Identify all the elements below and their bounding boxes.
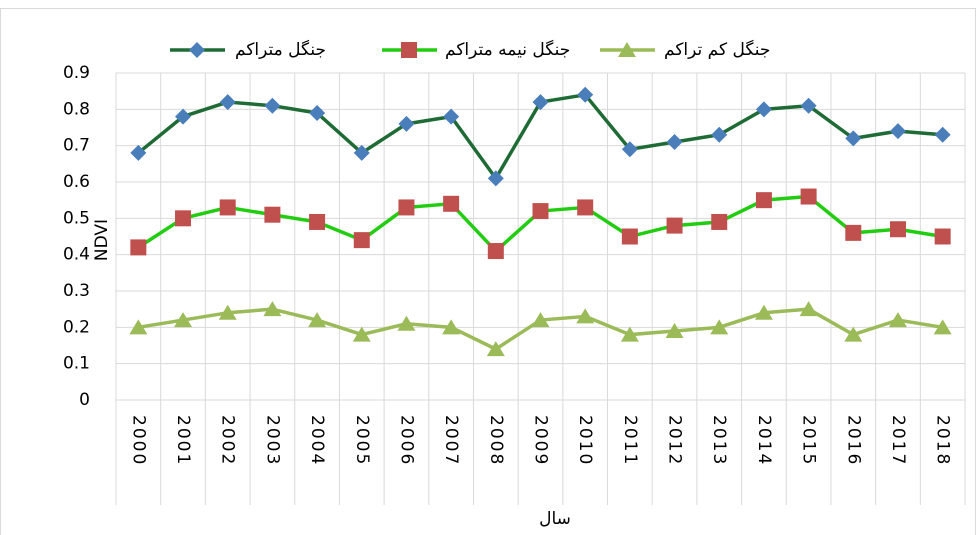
marker-diamond	[800, 97, 817, 114]
marker-diamond	[264, 97, 281, 114]
x-tick-label: 2017	[888, 415, 908, 466]
marker-diamond	[621, 141, 638, 158]
marker-square	[264, 206, 281, 223]
marker-diamond	[889, 123, 906, 140]
legend-label: جنگل نیمه متراکم	[445, 39, 570, 60]
marker-square	[934, 228, 951, 245]
marker-square	[666, 217, 683, 234]
marker-triangle	[933, 319, 952, 335]
x-tick-label: 2012	[665, 415, 685, 466]
x-tick-label: 2007	[441, 415, 461, 466]
marker-diamond	[130, 144, 147, 161]
marker-square	[443, 195, 460, 212]
marker-triangle	[531, 312, 550, 328]
x-tick-label: 2008	[486, 415, 506, 466]
marker-diamond	[353, 144, 370, 161]
y-tick-label: 0.5	[63, 208, 90, 228]
y-axis-label: NDVI	[92, 219, 112, 261]
marker-diamond	[309, 104, 326, 121]
x-tick-label: 2011	[620, 415, 640, 466]
marker-square	[532, 203, 549, 220]
x-tick-label: 2013	[709, 415, 729, 466]
marker-square	[353, 232, 370, 249]
legend-label: جنگل کم تراکم	[664, 39, 770, 60]
marker-diamond	[189, 42, 205, 58]
marker-square	[398, 199, 415, 216]
marker-triangle	[174, 312, 193, 328]
x-tick-label: 2009	[531, 415, 551, 466]
x-tick-label: 2002	[218, 415, 238, 466]
x-tick-label: 2006	[396, 415, 416, 466]
x-tick-label: 2016	[843, 415, 863, 466]
x-tick-label: 2005	[352, 415, 372, 466]
marker-diamond	[398, 115, 415, 132]
legend-label: جنگل متراکم	[235, 39, 326, 60]
x-tick-label: 2014	[754, 415, 774, 466]
y-tick-label: 0.1	[63, 354, 90, 374]
marker-triangle	[799, 301, 818, 317]
marker-square	[130, 239, 147, 256]
marker-square	[175, 210, 192, 227]
marker-diamond	[577, 86, 594, 103]
y-tick-label: 0.9	[63, 63, 90, 83]
marker-triangle	[665, 322, 684, 338]
marker-triangle	[442, 319, 461, 335]
marker-triangle	[618, 42, 636, 57]
marker-square	[621, 228, 638, 245]
x-tick-label: 2000	[128, 415, 148, 466]
marker-diamond	[666, 134, 683, 151]
x-tick-label: 2004	[307, 415, 327, 466]
y-tick-label: 0	[79, 390, 90, 410]
marker-triangle	[754, 304, 773, 320]
marker-diamond	[711, 126, 728, 143]
marker-triangle	[486, 341, 505, 357]
marker-triangle	[576, 308, 595, 324]
marker-square	[487, 243, 504, 260]
y-tick-label: 0.2	[63, 317, 90, 337]
marker-diamond	[219, 94, 236, 111]
marker-triangle	[352, 326, 371, 342]
x-tick-label: 2018	[933, 415, 953, 466]
x-tick-label: 2001	[173, 415, 193, 466]
x-tick-label: 2015	[799, 415, 819, 466]
y-tick-label: 0.6	[63, 172, 90, 192]
marker-triangle	[308, 312, 327, 328]
marker-diamond	[934, 126, 951, 143]
marker-triangle	[888, 312, 907, 328]
marker-triangle	[620, 326, 639, 342]
marker-square	[711, 213, 728, 230]
marker-square	[577, 199, 594, 216]
marker-diamond	[532, 94, 549, 111]
y-tick-label: 0.7	[63, 136, 90, 156]
marker-triangle	[844, 326, 863, 342]
y-tick-label: 0.3	[63, 281, 90, 301]
marker-square	[401, 42, 417, 58]
marker-triangle	[263, 301, 282, 317]
marker-triangle	[397, 315, 416, 331]
marker-triangle	[218, 304, 237, 320]
marker-square	[845, 224, 862, 241]
marker-diamond	[175, 108, 192, 125]
marker-diamond	[487, 170, 504, 187]
chart-border	[0, 8, 976, 535]
x-axis-label: سال	[539, 509, 571, 529]
marker-diamond	[845, 130, 862, 147]
marker-square	[309, 213, 326, 230]
marker-diamond	[443, 108, 460, 125]
marker-square	[755, 192, 772, 209]
x-tick-label: 2003	[262, 415, 282, 466]
marker-diamond	[755, 101, 772, 118]
marker-triangle	[710, 319, 729, 335]
marker-triangle	[129, 319, 148, 335]
marker-square	[889, 221, 906, 238]
x-tick-label: 2010	[575, 415, 595, 466]
marker-square	[219, 199, 236, 216]
y-tick-label: 0.8	[63, 99, 90, 119]
y-tick-label: 0.4	[63, 245, 90, 265]
marker-square	[800, 188, 817, 205]
